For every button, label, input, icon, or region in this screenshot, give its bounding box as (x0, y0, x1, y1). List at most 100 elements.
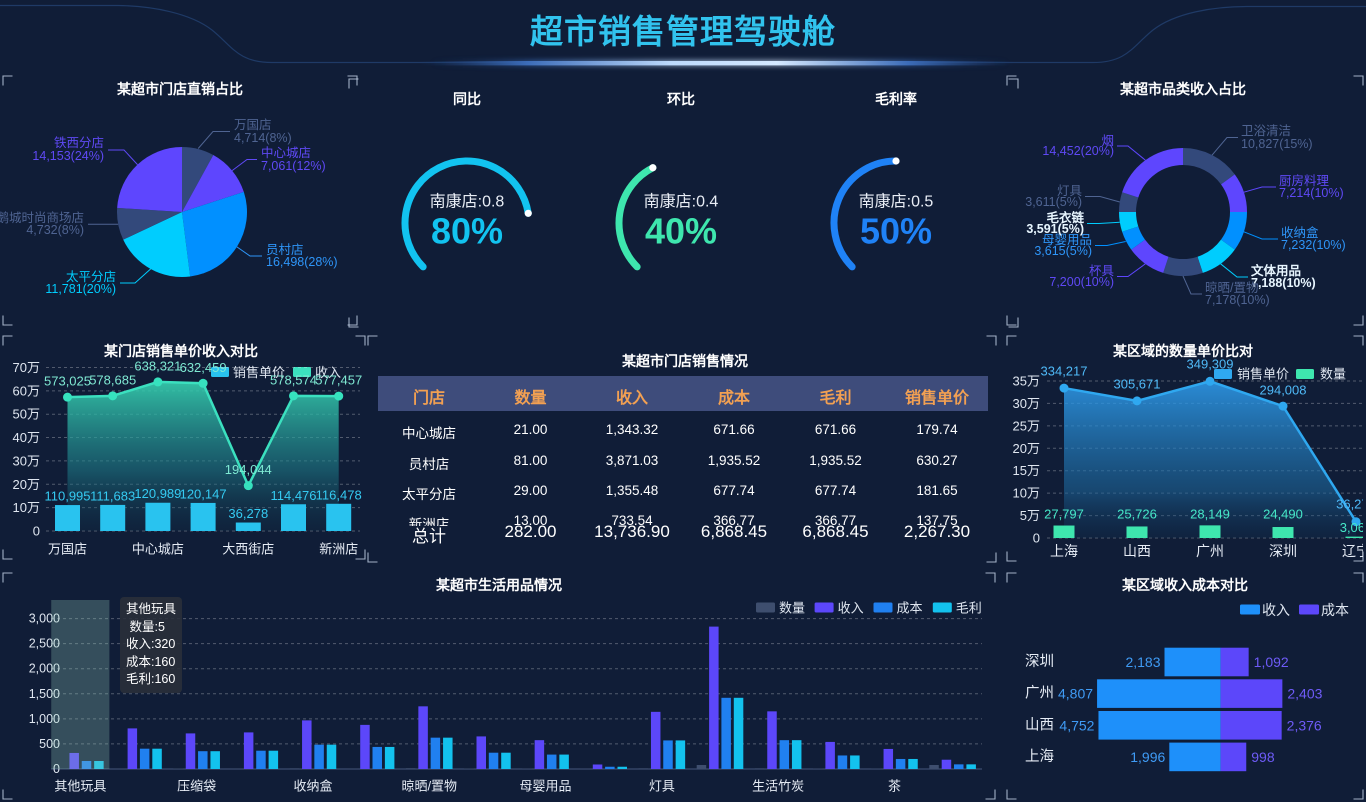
svg-text:7,200(10%): 7,200(10%) (1049, 275, 1114, 289)
svg-text:27,797: 27,797 (1044, 507, 1084, 522)
svg-text:深圳: 深圳 (1269, 543, 1297, 559)
svg-text:7,214(10%): 7,214(10%) (1279, 186, 1344, 200)
svg-text:30万: 30万 (1013, 396, 1040, 411)
svg-text:60万: 60万 (13, 383, 40, 398)
svg-text:某门店销售单价收入对比: 某门店销售单价收入对比 (104, 343, 258, 359)
svg-text:某超市生活用品情况: 某超市生活用品情况 (436, 577, 562, 593)
svg-text:349,309: 349,309 (1187, 357, 1234, 372)
svg-text:南康店:0.8: 南康店:0.8 (430, 193, 505, 211)
svg-text:杯具: 杯具 (1089, 264, 1115, 278)
svg-text:某区域收入成本对比: 某区域收入成本对比 (1122, 577, 1248, 593)
svg-text:36,278: 36,278 (1336, 497, 1366, 512)
svg-text:114,476: 114,476 (270, 488, 316, 503)
svg-text:南康店:0.5: 南康店:0.5 (859, 193, 934, 211)
svg-text:2,500: 2,500 (29, 637, 60, 651)
svg-text:成本: 成本 (896, 601, 922, 616)
svg-text:35万: 35万 (1013, 373, 1040, 388)
svg-text:数量: 数量 (779, 601, 805, 616)
svg-text:294,008: 294,008 (1260, 383, 1307, 398)
svg-text:卫浴清洁: 卫浴清洁 (1241, 124, 1291, 138)
svg-text:0: 0 (1033, 531, 1040, 546)
svg-text:28,149: 28,149 (1190, 507, 1230, 522)
svg-text:3,611(5%): 3,611(5%) (1025, 195, 1082, 209)
svg-text:577,457: 577,457 (315, 373, 362, 388)
svg-text:太平分店: 太平分店 (66, 269, 116, 284)
svg-text:7,178(10%): 7,178(10%) (1205, 293, 1270, 307)
svg-text:24,490: 24,490 (1263, 507, 1303, 522)
svg-text:山西: 山西 (1025, 716, 1054, 733)
svg-text:山西: 山西 (1123, 543, 1151, 559)
svg-text:2,376: 2,376 (1287, 717, 1322, 733)
svg-text:大西街店: 大西街店 (222, 542, 274, 557)
svg-text:14,153(24%): 14,153(24%) (32, 149, 104, 163)
svg-text:50万: 50万 (13, 407, 40, 422)
svg-text:深圳: 深圳 (1025, 653, 1054, 670)
svg-text:120,989: 120,989 (134, 486, 181, 501)
svg-text:3,000: 3,000 (29, 612, 60, 626)
svg-text:4,714(8%): 4,714(8%) (234, 131, 292, 145)
svg-text:南康店:0.4: 南康店:0.4 (644, 193, 719, 211)
svg-text:50%: 50% (860, 211, 932, 252)
svg-text:40%: 40% (645, 211, 717, 252)
svg-text:新洲店: 新洲店 (319, 542, 358, 557)
svg-text:灯具: 灯具 (649, 779, 675, 794)
svg-text:0: 0 (53, 762, 60, 776)
svg-text:某超市品类收入占比: 某超市品类收入占比 (1120, 81, 1246, 97)
svg-text:20万: 20万 (1013, 441, 1040, 456)
svg-text:80%: 80% (431, 211, 503, 252)
svg-text:母婴用品: 母婴用品 (520, 779, 572, 794)
svg-text:638,321: 638,321 (134, 358, 181, 373)
svg-text:收入: 收入 (838, 601, 864, 616)
svg-text:压缩袋: 压缩袋 (177, 779, 216, 794)
svg-text:578,685: 578,685 (89, 372, 136, 387)
svg-text:辽宁: 辽宁 (1342, 543, 1366, 559)
svg-text:某区域的数量单价比对: 某区域的数量单价比对 (1113, 343, 1253, 359)
svg-text:母婴用品: 母婴用品 (1042, 233, 1092, 247)
svg-text:111,683: 111,683 (90, 488, 135, 503)
svg-text:茶: 茶 (888, 779, 901, 794)
svg-text:文体用品: 文体用品 (1251, 263, 1301, 278)
svg-text:334,217: 334,217 (1041, 364, 1088, 379)
svg-text:1,500: 1,500 (29, 687, 60, 701)
svg-text:3,615(5%): 3,615(5%) (1034, 244, 1092, 258)
svg-text:305,671: 305,671 (1114, 377, 1161, 392)
svg-text:同比: 同比 (453, 91, 481, 107)
svg-text:1,000: 1,000 (29, 712, 60, 726)
svg-text:632,459: 632,459 (180, 360, 227, 375)
svg-text:2,000: 2,000 (29, 662, 60, 676)
svg-text:15万: 15万 (1013, 463, 1040, 478)
svg-text:500: 500 (39, 737, 60, 751)
svg-text:收纳盒: 收纳盒 (1281, 225, 1319, 240)
svg-text:鹅城时尚商场店: 鹅城时尚商场店 (0, 210, 84, 225)
svg-text:某超市门店直销占比: 某超市门店直销占比 (117, 81, 243, 97)
svg-text:7,188(10%): 7,188(10%) (1251, 276, 1316, 290)
svg-text:573,025: 573,025 (44, 374, 91, 389)
svg-text:毛利: 毛利 (956, 601, 982, 616)
svg-text:销售单价: 销售单价 (233, 365, 285, 380)
svg-text:4,807: 4,807 (1058, 686, 1093, 702)
svg-text:环比: 环比 (667, 91, 695, 107)
svg-text:116,478: 116,478 (316, 487, 362, 502)
svg-text:25,726: 25,726 (1117, 507, 1157, 522)
svg-text:销售单价: 销售单价 (1237, 367, 1289, 382)
svg-text:25万: 25万 (1013, 418, 1040, 433)
svg-text:万国店: 万国店 (48, 542, 87, 557)
svg-text:1,092: 1,092 (1254, 654, 1289, 670)
svg-text:灯具: 灯具 (1057, 184, 1083, 198)
svg-text:中心城店: 中心城店 (261, 145, 311, 160)
svg-text:120,147: 120,147 (180, 486, 227, 501)
svg-text:2,183: 2,183 (1125, 654, 1160, 670)
svg-text:3,069: 3,069 (1340, 520, 1366, 535)
svg-text:晾晒/置物: 晾晒/置物 (401, 779, 457, 794)
svg-text:员村店: 员村店 (266, 243, 304, 257)
svg-text:5万: 5万 (1020, 508, 1040, 523)
svg-text:998: 998 (1251, 749, 1275, 765)
svg-text:194,044: 194,044 (225, 462, 272, 477)
svg-text:万国店: 万国店 (234, 118, 272, 132)
svg-text:36,278: 36,278 (228, 506, 268, 521)
svg-text:烟: 烟 (1101, 134, 1114, 148)
svg-text:上海: 上海 (1050, 543, 1078, 559)
svg-text:毛利率: 毛利率 (875, 91, 917, 107)
svg-text:1,996: 1,996 (1130, 749, 1165, 765)
svg-text:20万: 20万 (13, 477, 40, 492)
